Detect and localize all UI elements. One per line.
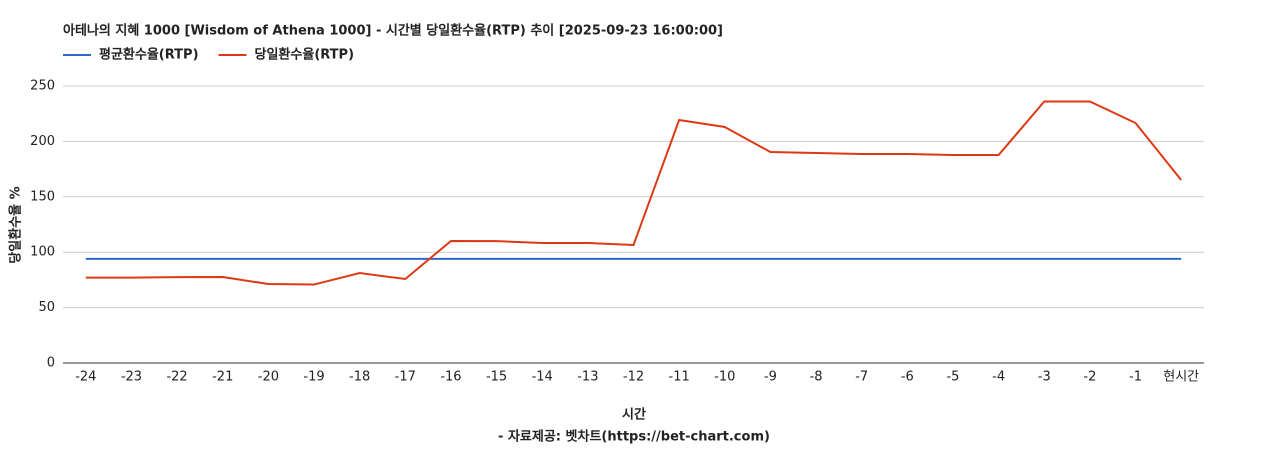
x-tick-label: -11 [669,370,690,385]
y-axis-label: 당일환수율 % [8,186,24,263]
x-tick-label: -15 [486,370,507,385]
x-tick-label: -24 [75,370,96,385]
x-tick-label: -14 [532,370,553,385]
x-tick-label: -1 [1129,370,1142,385]
x-tick-label: 현시간 [1163,370,1199,385]
y-tick-label: 150 [30,189,55,204]
x-tick-label: -17 [395,370,416,385]
series-line [85,100,1182,286]
x-tick-label: -19 [303,370,324,385]
x-tick-label: -10 [714,370,735,385]
x-tick-label: -6 [901,370,914,385]
x-tick-label: -2 [1083,370,1096,385]
chart-title: 아테나의 지혜 1000 [Wisdom of Athena 1000] - 시… [63,23,723,39]
y-tick-label: 250 [30,79,55,94]
x-tick-label: -23 [121,370,142,385]
x-tick-label: -4 [992,370,1005,385]
legend-label: 당일환수율(RTP) [255,47,355,63]
source: - 자료제공: 벳차트(https://bet-chart.com) [498,429,770,445]
y-tick-label: 100 [30,245,55,260]
x-tick-label: -8 [810,370,823,385]
x-tick-label: -5 [946,370,959,385]
x-tick-label: -12 [623,370,644,385]
x-tick-label: -7 [855,370,868,385]
y-tick-label: 50 [38,300,55,315]
x-tick-label: -22 [166,370,187,385]
y-tick-label: 0 [47,356,55,371]
x-tick-label: -18 [349,370,370,385]
x-tick-label: -21 [212,370,233,385]
x-tick-label: -3 [1038,370,1051,385]
y-tick-label: 200 [30,134,55,149]
x-tick-label: -9 [764,370,777,385]
legend-label: 평균환수율(RTP) [99,47,199,63]
x-tick-label: -20 [258,370,279,385]
x-tick-label: -16 [440,370,461,385]
x-axis-label: 시간 [622,407,646,423]
x-tick-label: -13 [577,370,598,385]
